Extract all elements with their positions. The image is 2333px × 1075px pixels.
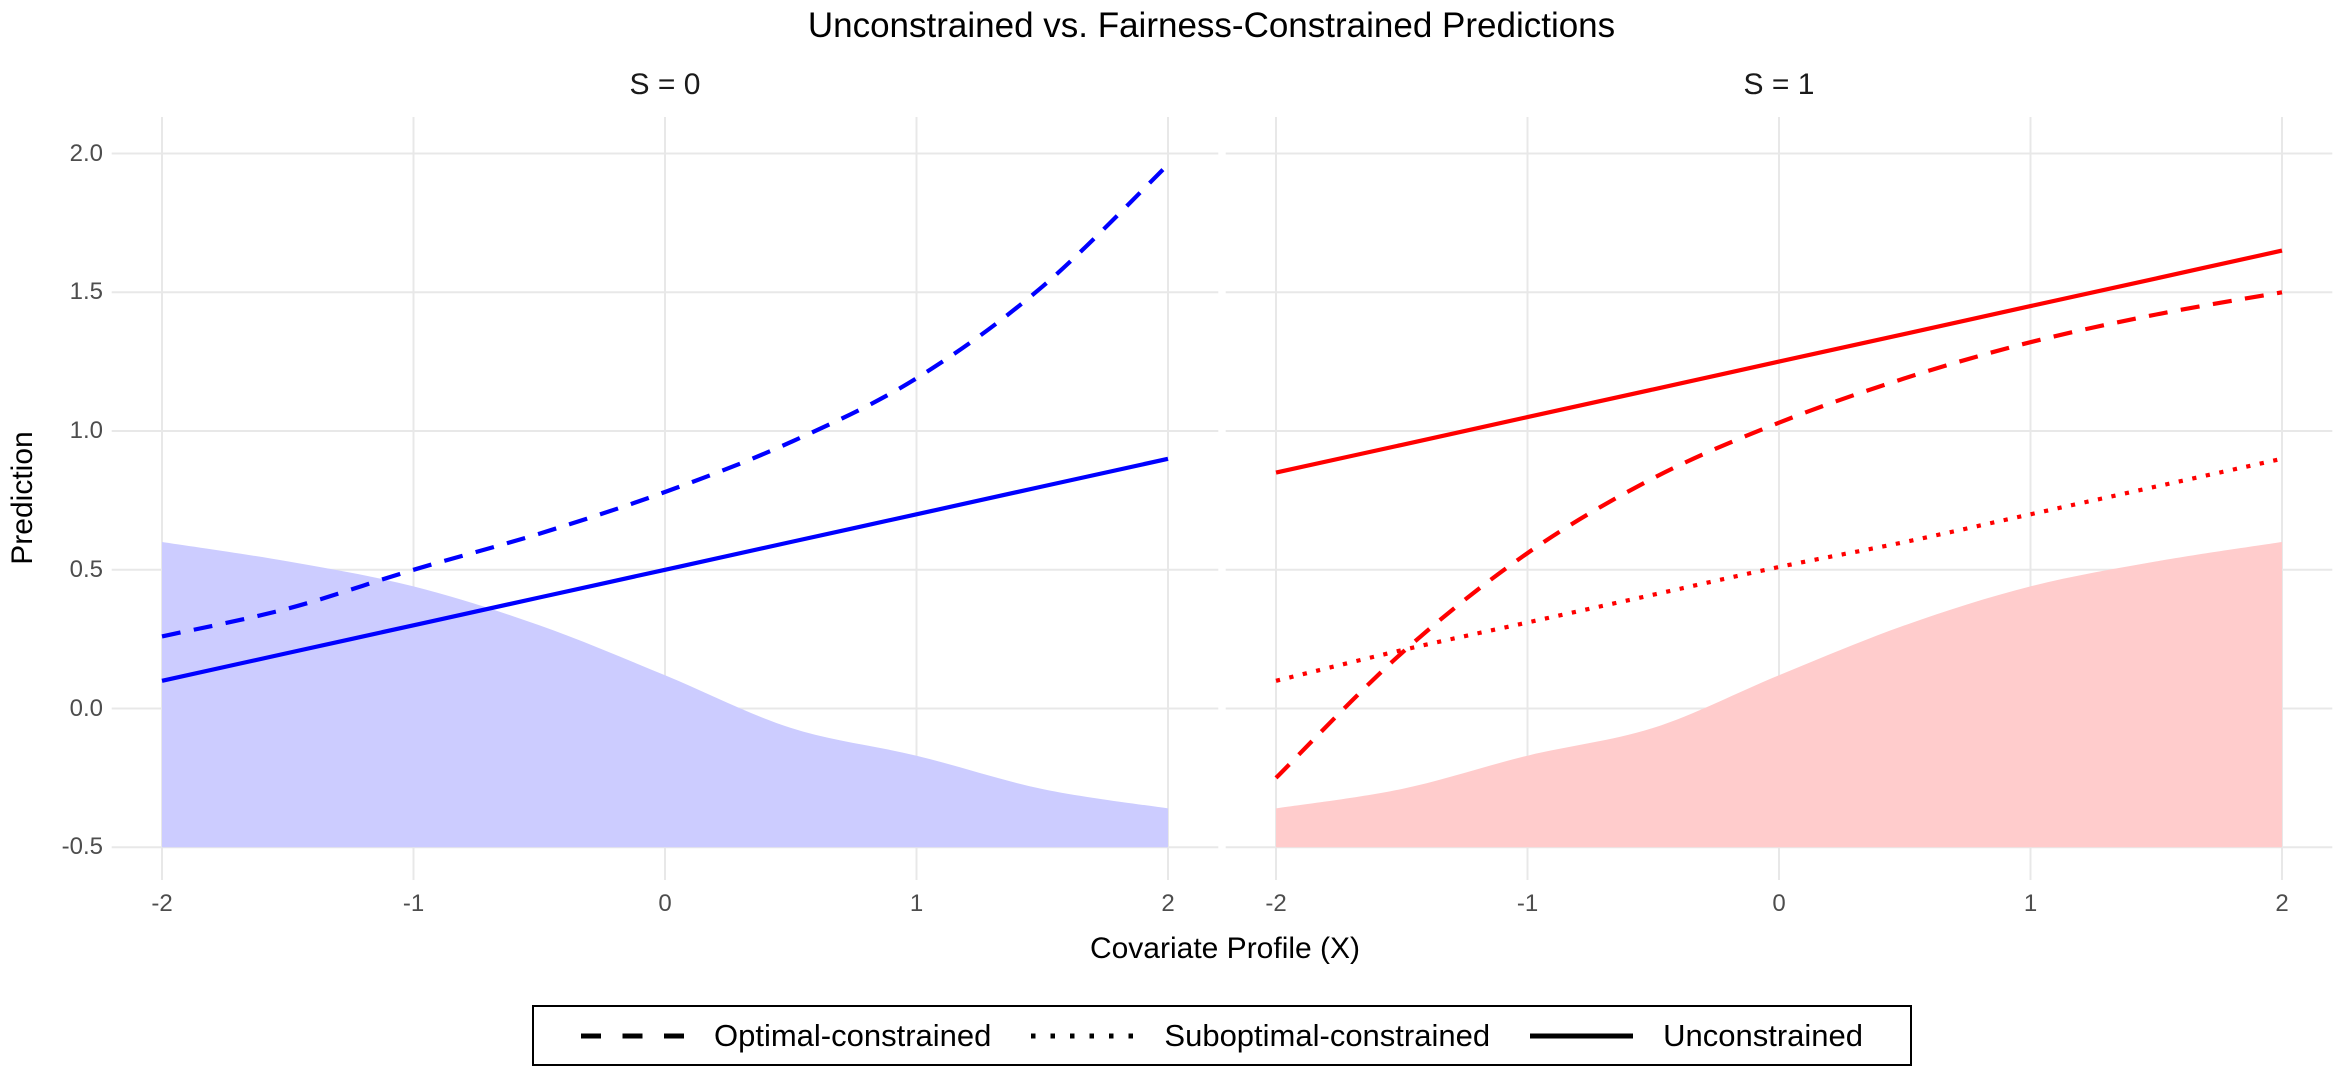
legend-item-optimal-constrained: Optimal-constrained [581,1018,991,1054]
x-axis-title: Covariate Profile (X) [1089,932,1361,965]
y-tick-label: -0.5 [61,833,103,861]
legend-label: Unconstrained [1663,1017,1863,1053]
x-tick-label: -2 [151,890,173,917]
x-tick-label: 1 [2023,890,2038,917]
plot-title: Unconstrained vs. Fairness-Constrained P… [807,6,1616,45]
y-tick-label: 0.5 [69,555,103,583]
x-tick-label: 0 [1772,890,1786,917]
y-tick-label: 2.0 [69,139,103,167]
legend-item-unconstrained: Unconstrained [1530,1018,1863,1054]
legend: Optimal-constrained Suboptimal-constrain… [532,1005,1912,1066]
legend-item-suboptimal-constrained: Suboptimal-constrained [1031,1018,1490,1054]
dashed-line-key-icon [581,1033,684,1038]
line-dashed [1274,290,2283,780]
x-tick-label: 0 [658,890,672,917]
solid-line-key-icon [1530,1033,1634,1038]
density-area [1276,542,2282,848]
x-tick-label: -2 [1265,890,1287,917]
facet-strip-s0: S = 0 [629,68,701,101]
x-tick-label: 2 [2275,890,2289,917]
line-dotted [1275,456,2283,683]
density-area [162,542,1168,848]
dotted-line-key-icon [1031,1033,1135,1038]
y-tick-label: 1.5 [69,278,103,306]
legend-label: Suboptimal-constrained [1164,1017,1491,1053]
x-tick-label: -1 [402,890,425,917]
x-tick-label: -1 [1516,890,1539,917]
x-tick-label: 1 [909,890,924,917]
line-dashed [161,163,1170,639]
y-axis-title: Prediction [6,431,39,565]
x-tick-label: 2 [1161,890,1175,917]
y-tick-label: 1.0 [69,417,103,444]
line-solid [161,456,1169,683]
y-tick-label: 0.0 [69,694,103,722]
legend-label: Optimal-constrained [714,1017,992,1053]
facet-strip-s1: S = 1 [1743,68,1815,101]
line-solid [1275,248,2283,475]
